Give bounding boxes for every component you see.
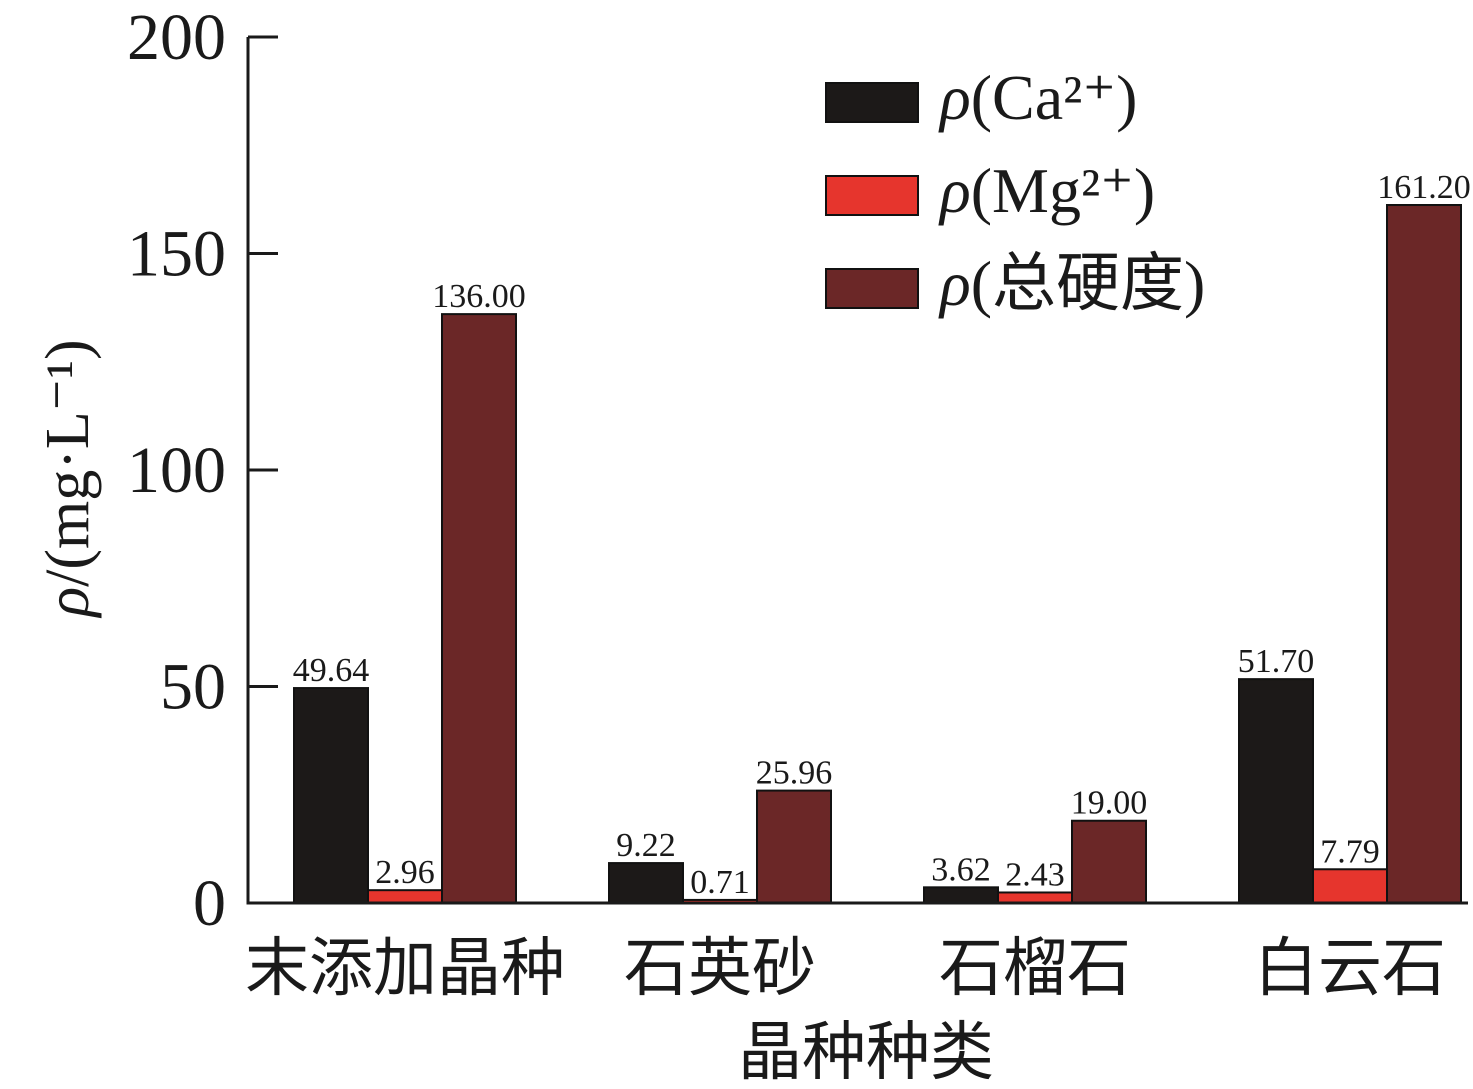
y-tick-label-100: 100 <box>127 434 226 507</box>
legend-swatch-ca <box>825 82 919 123</box>
bars-layer <box>293 204 1462 905</box>
legend-item-mg: ρ(Mg²⁺) <box>825 155 1155 226</box>
bar-total-hardness-3 <box>1071 819 1147 904</box>
bar-ca-3 <box>923 886 999 904</box>
data-label-ca-1: 49.64 <box>293 652 370 689</box>
legend: ρ(Ca²⁺) ρ(Mg²⁺) ρ(总硬度) <box>825 62 1205 319</box>
legend-swatch-mg <box>825 175 919 216</box>
y-axis-title: ρ/(mg·L⁻¹) <box>34 339 102 618</box>
data-label-mg-1: 2.96 <box>375 854 435 891</box>
bar-ca-2 <box>608 862 684 904</box>
data-label-ca-2: 9.22 <box>616 827 676 864</box>
x-tick-label-2: 石英砂 <box>624 933 816 1004</box>
data-label-total-hardness-4: 161.20 <box>1377 169 1471 206</box>
bar-mg-4 <box>1312 868 1388 904</box>
data-label-ca-3: 3.62 <box>931 851 991 888</box>
y-tick-label-0: 0 <box>193 867 226 940</box>
y-tick-label-50: 50 <box>160 651 226 724</box>
data-label-total-hardness-3: 19.00 <box>1071 785 1148 822</box>
data-label-total-hardness-1: 136.00 <box>432 278 526 315</box>
y-tick-label-150: 150 <box>127 218 226 291</box>
x-tick-label-4: 白云石 <box>1254 933 1446 1004</box>
legend-label-ca: ρ(Ca²⁺) <box>938 62 1137 133</box>
legend-item-ca: ρ(Ca²⁺) <box>825 62 1137 133</box>
x-axis-category-labels: 末添加晶种 石英砂 石榴石 白云石 <box>245 933 1446 1004</box>
x-tick-label-1: 末添加晶种 <box>245 933 565 1004</box>
bar-mg-1 <box>367 889 443 905</box>
y-tick-label-200: 200 <box>127 1 226 74</box>
data-label-mg-3: 2.43 <box>1005 856 1065 893</box>
bar-ca-1 <box>293 687 369 904</box>
data-label-ca-4: 51.70 <box>1238 643 1315 680</box>
y-axis-ticks: 0 50 100 150 200 <box>127 1 278 940</box>
data-label-total-hardness-2: 25.96 <box>756 755 833 792</box>
data-label-mg-2: 0.71 <box>690 864 750 901</box>
legend-label-mg: ρ(Mg²⁺) <box>938 155 1155 226</box>
bar-mg-3 <box>997 891 1073 904</box>
data-label-mg-4: 7.79 <box>1320 833 1380 870</box>
x-axis-title: 晶种种类 <box>738 1017 994 1088</box>
legend-item-total-hardness: ρ(总硬度) <box>825 248 1205 319</box>
bar-total-hardness-4 <box>1386 204 1462 904</box>
legend-swatch-total-hardness <box>825 268 919 309</box>
bar-total-hardness-2 <box>756 789 832 904</box>
bar-ca-4 <box>1238 678 1314 904</box>
legend-label-total-hardness: ρ(总硬度) <box>938 248 1205 319</box>
data-labels-layer: 49.64 2.96 136.00 9.22 0.71 25.96 3.62 2.4319.0… <box>293 169 1471 901</box>
bar-total-hardness-1 <box>441 313 517 904</box>
x-tick-label-3: 石榴石 <box>939 933 1131 1004</box>
